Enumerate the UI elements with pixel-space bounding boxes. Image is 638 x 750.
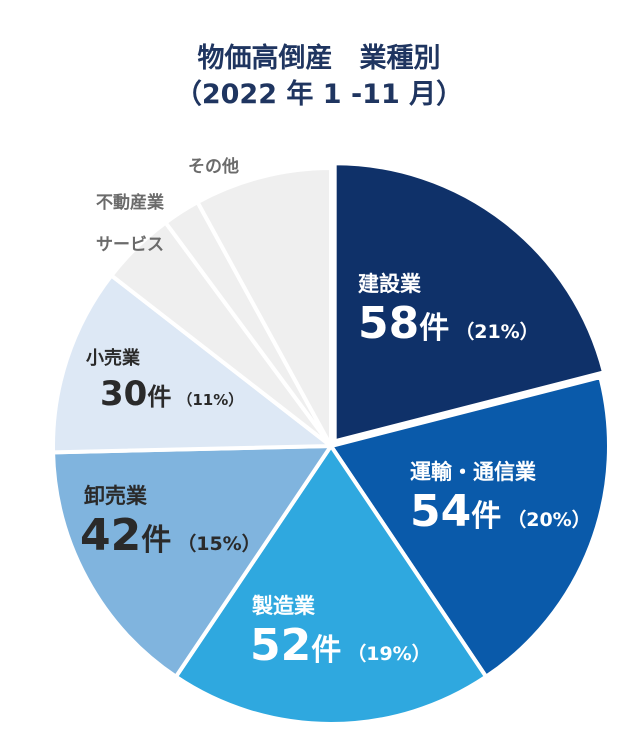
slice-percent: （21%）: [455, 321, 539, 343]
slice-name: 製造業: [252, 594, 315, 618]
slice-percent: （11%）: [177, 391, 244, 409]
unit: 件: [147, 383, 172, 411]
label-service: サービス: [96, 235, 164, 255]
label-wholesale: 卸売業 42件 （15%）: [80, 480, 261, 561]
label-other: その他: [188, 157, 239, 177]
slice-manufacturing: [173, 444, 489, 726]
slice-value: 30: [100, 374, 148, 414]
slice-retail: [51, 273, 333, 455]
label-manufacturing: 製造業 52件 （19%）: [250, 590, 431, 671]
label-retail: 小売業 30件 （11%）: [86, 344, 243, 414]
chart-subtitle: （2022 年 1 -11 月）: [174, 79, 464, 110]
slice-percent: （19%）: [347, 643, 431, 665]
slice-wholesale: [51, 444, 333, 679]
unit: 件: [471, 499, 502, 534]
slice-name: 建設業: [358, 272, 421, 296]
unit: 件: [419, 311, 450, 346]
slice-value: 58: [358, 298, 420, 349]
slice-name: 運輸・通信業: [410, 460, 536, 484]
unit: 件: [141, 523, 172, 558]
slice-percent: （15%）: [177, 533, 261, 555]
unit: 件: [311, 633, 342, 668]
slice-value: 42: [80, 510, 142, 561]
label-construction: 建設業 58件 （21%）: [358, 268, 539, 349]
slice-percent: （20%）: [507, 509, 591, 531]
label-transport: 運輸・通信業 54件 （20%）: [410, 456, 591, 537]
slice-name: 小売業: [86, 348, 140, 369]
slice-transport: [329, 375, 611, 679]
chart-title: 物価高倒産 業種別: [197, 43, 441, 74]
slice-other: [195, 166, 333, 448]
slice-name: 卸売業: [84, 484, 147, 508]
slice-construction: [332, 161, 607, 444]
label-real-estate: 不動産業: [96, 193, 164, 213]
slice-value: 52: [250, 620, 312, 671]
slice-value: 54: [410, 486, 472, 537]
